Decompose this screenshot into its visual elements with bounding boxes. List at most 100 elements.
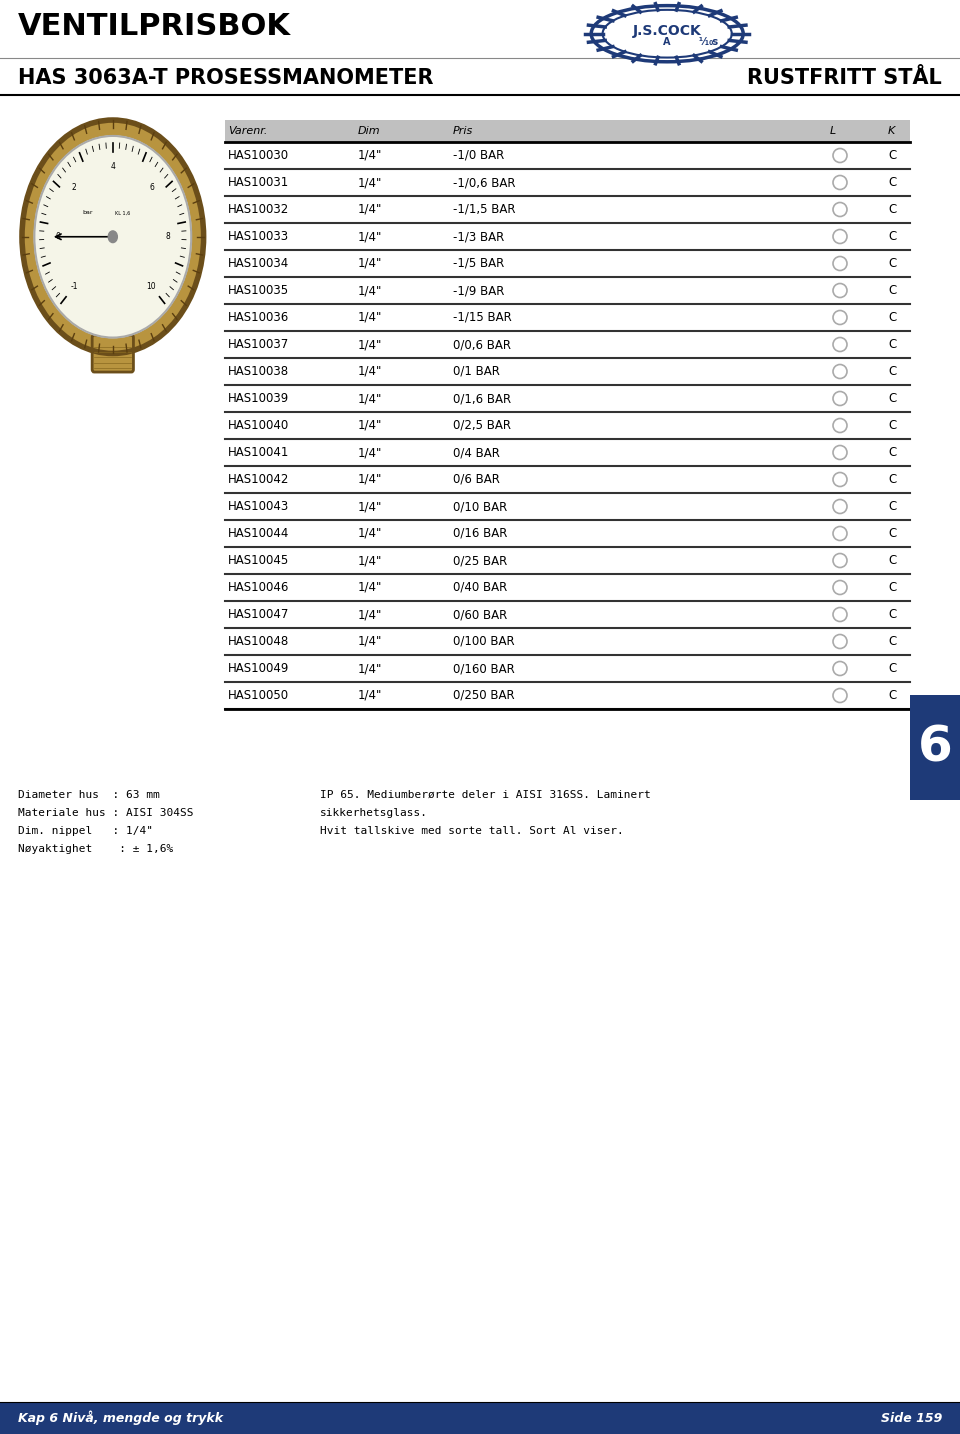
Text: 10: 10	[147, 282, 156, 291]
Text: Kap 6 Nivå, mengde og trykk: Kap 6 Nivå, mengde og trykk	[18, 1411, 223, 1425]
Text: -1/5 BAR: -1/5 BAR	[453, 257, 504, 270]
Text: C: C	[888, 473, 897, 486]
Text: HAS10039: HAS10039	[228, 391, 289, 404]
Text: 0/16 BAR: 0/16 BAR	[453, 528, 508, 541]
Text: 1/4": 1/4"	[358, 608, 382, 621]
Text: C: C	[888, 608, 897, 621]
Text: Varenr.: Varenr.	[228, 126, 268, 136]
Text: 0/10 BAR: 0/10 BAR	[453, 500, 507, 513]
Text: HAS10045: HAS10045	[228, 554, 289, 566]
Text: HAS10047: HAS10047	[228, 608, 289, 621]
Text: 1/4": 1/4"	[358, 311, 382, 324]
Text: HAS10033: HAS10033	[228, 229, 289, 242]
Text: -1/9 BAR: -1/9 BAR	[453, 284, 504, 297]
Text: 1/4": 1/4"	[358, 688, 382, 703]
Text: Side 159: Side 159	[880, 1411, 942, 1424]
Text: 0/100 BAR: 0/100 BAR	[453, 635, 515, 648]
Text: HAS10040: HAS10040	[228, 419, 289, 432]
Text: HAS10032: HAS10032	[228, 204, 289, 217]
Text: 2: 2	[72, 182, 77, 192]
Text: -1/1,5 BAR: -1/1,5 BAR	[453, 204, 516, 217]
Circle shape	[22, 120, 204, 354]
Text: Hvit tallskive med sorte tall. Sort Al viser.: Hvit tallskive med sorte tall. Sort Al v…	[320, 826, 624, 836]
Text: 1/4": 1/4"	[358, 176, 382, 189]
Text: 4: 4	[110, 162, 115, 171]
Text: C: C	[888, 635, 897, 648]
Text: 8: 8	[165, 232, 170, 241]
Text: -1/3 BAR: -1/3 BAR	[453, 229, 504, 242]
Text: sikkerhetsglass.: sikkerhetsglass.	[320, 807, 428, 817]
Text: C: C	[888, 500, 897, 513]
Text: 1/4": 1/4"	[358, 284, 382, 297]
Text: HAS10037: HAS10037	[228, 338, 289, 351]
Text: 1/4": 1/4"	[358, 204, 382, 217]
Text: HAS10041: HAS10041	[228, 446, 289, 459]
Text: 0/1,6 BAR: 0/1,6 BAR	[453, 391, 511, 404]
Text: 1/4": 1/4"	[358, 391, 382, 404]
Text: 0/60 BAR: 0/60 BAR	[453, 608, 507, 621]
Circle shape	[603, 10, 732, 57]
Text: -1: -1	[70, 282, 78, 291]
Text: 0/250 BAR: 0/250 BAR	[453, 688, 515, 703]
Text: 0/0,6 BAR: 0/0,6 BAR	[453, 338, 511, 351]
Text: L: L	[830, 126, 836, 136]
Text: KL 1,6: KL 1,6	[115, 211, 131, 215]
Text: HAS10050: HAS10050	[228, 688, 289, 703]
Text: 1/4": 1/4"	[358, 473, 382, 486]
Text: 0/4 BAR: 0/4 BAR	[453, 446, 500, 459]
Circle shape	[591, 6, 743, 62]
Text: Pris: Pris	[453, 126, 473, 136]
Text: C: C	[888, 229, 897, 242]
Text: Nøyaktighet    : ± 1,6%: Nøyaktighet : ± 1,6%	[18, 845, 173, 855]
Text: VENTILPRISBOK: VENTILPRISBOK	[18, 11, 291, 42]
Text: 0/6 BAR: 0/6 BAR	[453, 473, 500, 486]
Text: C: C	[888, 528, 897, 541]
Text: C: C	[888, 204, 897, 217]
Text: -1/15 BAR: -1/15 BAR	[453, 311, 512, 324]
Text: C: C	[888, 284, 897, 297]
Circle shape	[35, 136, 191, 337]
Text: HAS10036: HAS10036	[228, 311, 289, 324]
Text: HAS 3063A-T PROSESSMANOMETER: HAS 3063A-T PROSESSMANOMETER	[18, 67, 434, 87]
Text: RUSTFRITT STÅL: RUSTFRITT STÅL	[747, 67, 942, 87]
Text: C: C	[888, 391, 897, 404]
Text: 0/1 BAR: 0/1 BAR	[453, 366, 500, 379]
Text: 0/160 BAR: 0/160 BAR	[453, 663, 515, 675]
Text: 1/4": 1/4"	[358, 419, 382, 432]
Text: 1/4": 1/4"	[358, 528, 382, 541]
Text: 0: 0	[56, 232, 60, 241]
Text: C: C	[888, 311, 897, 324]
Text: ⅒s: ⅒s	[699, 37, 719, 47]
Text: 1/4": 1/4"	[358, 635, 382, 648]
Text: C: C	[888, 663, 897, 675]
FancyBboxPatch shape	[92, 336, 133, 371]
Text: 1/4": 1/4"	[358, 229, 382, 242]
Text: 1/4": 1/4"	[358, 366, 382, 379]
Text: C: C	[888, 581, 897, 594]
Text: 1/4": 1/4"	[358, 581, 382, 594]
Text: HAS10043: HAS10043	[228, 500, 289, 513]
Text: Dim. nippel   : 1/4": Dim. nippel : 1/4"	[18, 826, 153, 836]
Text: 1/4": 1/4"	[358, 338, 382, 351]
Text: C: C	[888, 176, 897, 189]
Text: A: A	[663, 37, 671, 47]
Text: C: C	[888, 419, 897, 432]
Text: 1/4": 1/4"	[358, 554, 382, 566]
Text: HAS10031: HAS10031	[228, 176, 289, 189]
Text: Materiale hus : AISI 304SS: Materiale hus : AISI 304SS	[18, 807, 194, 817]
Text: J.S.COCK: J.S.COCK	[633, 24, 702, 37]
Text: HAS10049: HAS10049	[228, 663, 289, 675]
Text: HAS10034: HAS10034	[228, 257, 289, 270]
Text: HAS10048: HAS10048	[228, 635, 289, 648]
Text: bar: bar	[83, 211, 93, 215]
Text: Diameter hus  : 63 mm: Diameter hus : 63 mm	[18, 790, 159, 800]
Text: HAS10038: HAS10038	[228, 366, 289, 379]
Text: -1/0,6 BAR: -1/0,6 BAR	[453, 176, 516, 189]
Text: 1/4": 1/4"	[358, 500, 382, 513]
Text: 6: 6	[149, 182, 154, 192]
Text: C: C	[888, 446, 897, 459]
Text: Dim: Dim	[358, 126, 380, 136]
Text: C: C	[888, 366, 897, 379]
Text: C: C	[888, 257, 897, 270]
Text: C: C	[888, 688, 897, 703]
